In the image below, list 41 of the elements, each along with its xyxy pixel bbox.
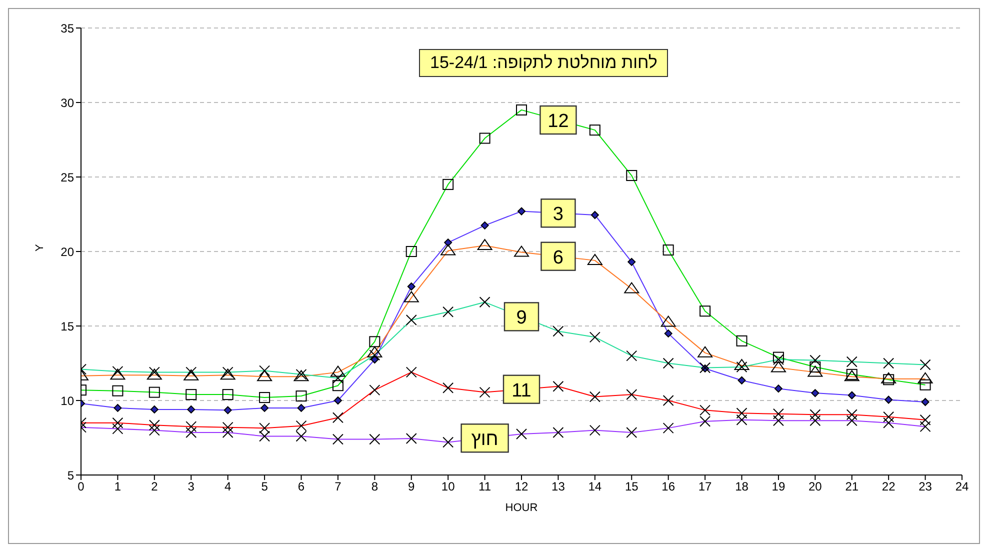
series-label: 12 [548,111,569,132]
x-tick-label: 18 [735,480,749,494]
series-label: 6 [552,247,564,268]
y-tick-label: 20 [60,244,74,259]
x-tick-label: 13 [552,480,566,494]
x-tick-label: 1 [114,480,122,494]
y-tick-label: 30 [60,96,74,110]
x-tick-label: 20 [808,480,822,494]
series-label: 3 [552,204,564,226]
x-tick-label: 17 [698,480,712,494]
x-tick-label: 5 [261,480,268,494]
series-label: חוץ [471,429,498,450]
x-tick-label: 12 [514,480,528,494]
x-tick-label: 23 [918,480,932,494]
x-tick-label: 7 [334,480,342,494]
y-tick-label: 25 [60,170,74,184]
x-tick-label: 21 [845,480,859,494]
x-tick-label: 24 [955,480,969,494]
x-tick-label: 9 [408,480,416,494]
x-tick-label: 15 [624,480,639,494]
text: לחות מוחלטת לתקופה: 15-24/1 [419,49,668,77]
x-tick-label: 4 [224,480,232,494]
x-tick-label: 11 [478,480,492,494]
series-label: 11 [512,380,532,402]
x-tick-label: 3 [188,480,195,494]
x-tick-label: 14 [588,480,602,494]
x-tick-label: 22 [882,480,896,494]
x-tick-label: 2 [151,480,158,494]
y-tick-label: 15 [60,319,74,334]
x-tick-label: 0 [78,480,85,494]
y-tick-label: 10 [60,394,74,408]
y-tick-label: 5 [67,468,74,482]
x-tick-label: 8 [371,480,378,494]
x-tick-label: 19 [772,480,786,494]
x-tick-label: 16 [662,480,676,494]
x-tick-label: 10 [441,480,456,494]
x-axis-title: HOUR [505,502,538,514]
y-axis-title: Y [34,244,46,252]
x-tick-label: 6 [298,480,305,494]
y-tick-label: 35 [60,21,74,36]
series-label: 9 [516,308,527,329]
